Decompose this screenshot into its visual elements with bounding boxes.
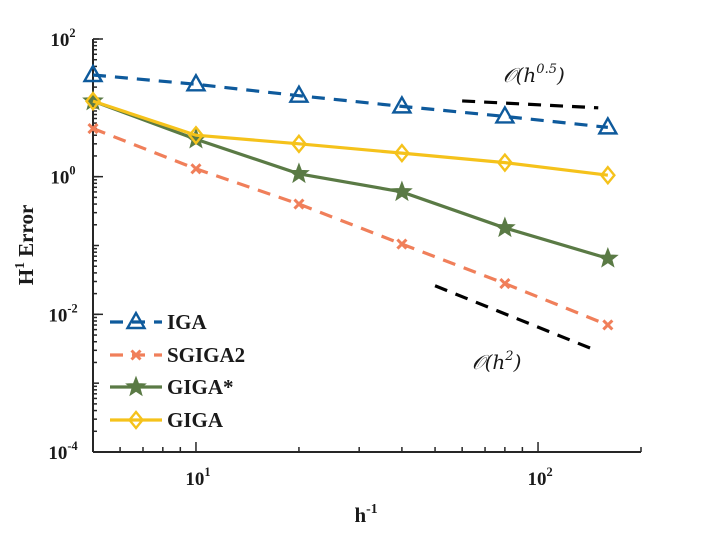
legend-marker [130,349,142,361]
y-tick-label: 10-4 [48,439,77,464]
y-tick-label: 102 [50,26,75,51]
data-point [82,89,104,111]
data-point [185,72,207,92]
data-point [187,125,205,146]
legend: IGA SGIGA2 GIGA* GIGA [110,310,245,432]
legend-item: SGIGA2 [110,343,245,367]
series-line [92,127,609,327]
series-line [92,99,609,177]
data-point [396,238,408,250]
legend-marker [125,375,147,397]
x-tick-label: 101 [185,465,210,490]
data-point [599,165,616,186]
series-layer [82,63,619,331]
legend-marker [125,310,147,330]
data-point [290,133,307,154]
reference-label: 𝒪(h2) [472,349,521,374]
reference-line [434,284,599,353]
legend-label: GIGA* [167,375,234,399]
data-point [391,180,413,202]
reference-line [462,99,599,110]
data-point [391,94,413,114]
series-line [92,99,609,260]
legend-label: GIGA [167,408,224,432]
y-axis-title: H1 Error [12,205,38,286]
series-iga [82,63,619,135]
data-point [602,319,614,331]
x-axis-title: h-1 [354,501,377,527]
data-point [393,143,410,163]
axes: 102 100 10-2 10-4 101 102 h-1 H1 Error [12,26,642,527]
data-point [496,152,513,173]
data-point [82,63,104,83]
series-giga [84,91,616,186]
legend-item: GIGA [110,408,224,432]
data-point [84,91,102,112]
series-sgiga2 [87,122,614,331]
data-point [596,246,619,268]
data-point [288,84,310,103]
data-point [288,162,310,184]
legend-label: IGA [167,310,208,334]
data-point [190,163,202,175]
y-tick-label: 100 [50,164,75,189]
data-point [499,277,511,290]
reference-lines: 𝒪(h0.5) 𝒪(h2) [434,62,599,374]
y-tick-label: 10-2 [48,301,77,326]
series-giga [82,89,619,268]
data-point [494,216,516,238]
data-point [293,198,305,210]
x-tick-label: 102 [527,465,552,490]
reference-label: 𝒪(h0.5) [503,62,565,87]
legend-item: IGA [110,310,208,334]
data-point [494,104,516,124]
legend-marker [127,410,145,430]
data-point [597,115,619,135]
data-point [87,122,99,135]
legend-label: SGIGA2 [167,343,245,367]
legend-item: GIGA* [110,375,234,399]
